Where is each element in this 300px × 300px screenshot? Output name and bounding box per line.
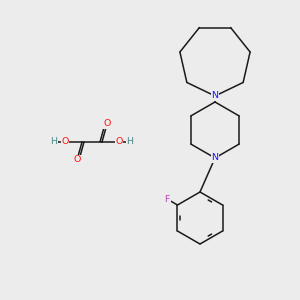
Text: H: H	[50, 137, 58, 146]
Text: O: O	[61, 137, 69, 146]
Text: O: O	[103, 119, 111, 128]
Text: N: N	[212, 92, 218, 100]
Text: F: F	[164, 194, 170, 203]
Text: H: H	[127, 137, 134, 146]
Text: O: O	[73, 155, 81, 164]
Text: O: O	[115, 137, 123, 146]
Text: N: N	[212, 154, 218, 163]
